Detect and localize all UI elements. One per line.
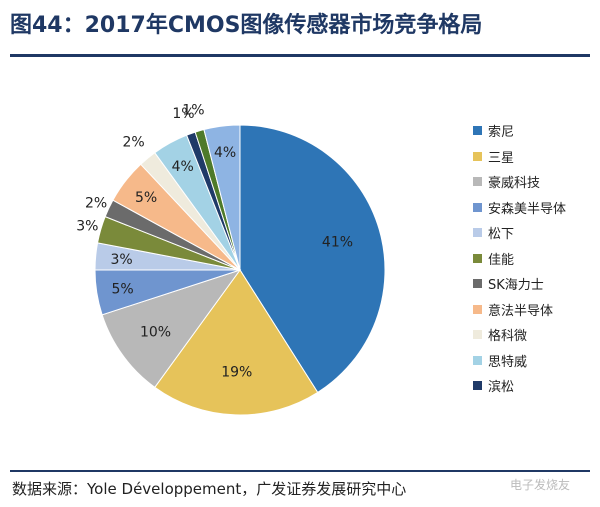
legend-swatch [473, 304, 482, 314]
legend-swatch [473, 381, 482, 391]
legend-label: 滨松 [488, 380, 515, 396]
legend-swatch [473, 228, 482, 238]
legend-item: 三星 [473, 144, 598, 170]
legend-label: 格科微 [488, 329, 528, 345]
legend-item: 松下 [473, 220, 598, 246]
legend-swatch [473, 126, 482, 136]
title-rule [10, 54, 590, 57]
legend-swatch [473, 279, 482, 289]
chart-title: 图44：2017年CMOS图像传感器市场竞争格局 [10, 13, 483, 38]
pie-slice-1 [154, 269, 319, 416]
legend-label: 佳能 [488, 252, 515, 268]
legend-item: 索尼 [473, 118, 598, 144]
pie-slice-2 [101, 269, 242, 389]
pie-slice-label: 2% [85, 195, 107, 211]
pie-slice-12 [203, 124, 241, 271]
chart-legend: 索尼三星豪威科技安森美半导体 松下佳能 SK海力士意法半导体格科微思特威滨松 [473, 118, 598, 399]
legend-swatch [473, 202, 482, 212]
legend-item: 安森美半导体 [473, 195, 598, 221]
watermark-text: 电子发烧友 [509, 478, 570, 492]
legend-item: SK海力士 [473, 271, 598, 297]
legend-swatch [473, 253, 482, 263]
legend-label: 意法半导体 [488, 303, 554, 319]
pie-slice-label: 5% [135, 190, 157, 206]
legend-label: 三星 [488, 150, 515, 166]
legend-item: 豪威科技 [473, 169, 598, 195]
legend-item: 滨松 [473, 373, 598, 399]
legend-item: 思特威 [473, 348, 598, 374]
pie-slice-0 [239, 124, 386, 394]
legend-label: 索尼 [488, 125, 515, 141]
pie-slice-label: 19% [221, 364, 252, 380]
legend-label: 松下 [488, 227, 515, 243]
pie-slice-label: 4% [214, 145, 236, 161]
legend-swatch [473, 177, 482, 187]
pie-slice-label: 4% [172, 159, 194, 175]
legend-label: 豪威科技 [488, 176, 541, 192]
legend-swatch [473, 330, 482, 340]
pie-slice-label: 41% [322, 235, 353, 251]
pie-slice-label: 3% [111, 252, 133, 268]
pie-slice-label: 2% [122, 134, 144, 150]
legend-label: 思特威 [488, 354, 528, 370]
legend-item: 佳能 [473, 246, 598, 272]
source-note: 数据来源：Yole Développement，广发证券发展研究中心 [12, 480, 407, 498]
pie-slice-label: 1% [172, 106, 194, 122]
source-rule [10, 470, 590, 472]
legend-item: 意法半导体 [473, 297, 598, 323]
legend-label: 安森美半导体 [488, 201, 567, 217]
legend-swatch [473, 355, 482, 365]
legend-label: SK海力士 [488, 278, 544, 294]
pie-slice-label: 10% [140, 324, 171, 340]
pie-slice-label: 1% [182, 103, 204, 119]
pie-slice-label: 3% [76, 219, 98, 235]
pie-slice-label: 5% [111, 282, 133, 298]
legend-item: 格科微 [473, 322, 598, 348]
legend-swatch [473, 151, 482, 161]
